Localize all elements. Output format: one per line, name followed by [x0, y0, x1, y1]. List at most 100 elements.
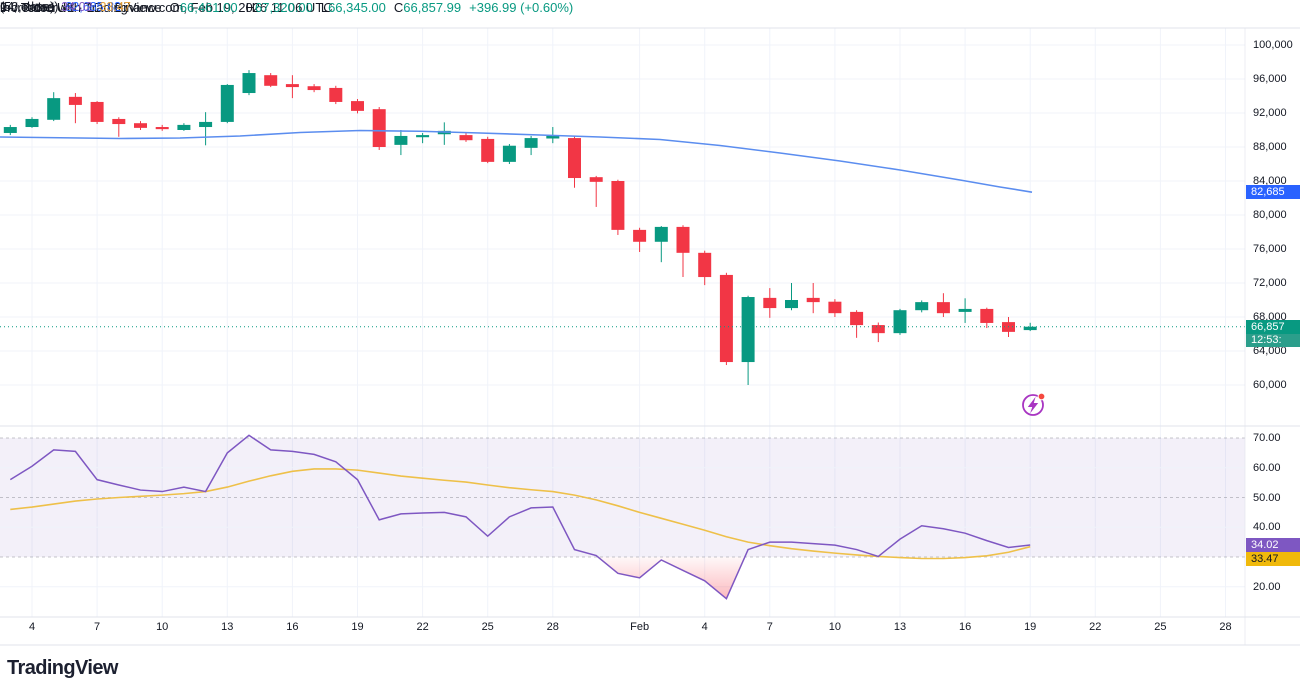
candle — [394, 130, 408, 156]
candle — [719, 272, 733, 366]
candle — [177, 123, 191, 131]
candle — [785, 283, 798, 311]
last-price-value: 66,857 — [1246, 319, 1300, 334]
time-axis-label: 16 — [286, 621, 299, 633]
candle — [502, 144, 516, 164]
candle — [741, 295, 755, 385]
candle — [416, 132, 430, 144]
candle — [893, 308, 907, 335]
ohlc-value: 66,345.00 — [328, 0, 386, 15]
time-axis-label: 13 — [221, 621, 234, 633]
rsi-axis-label: 50.00 — [1253, 491, 1281, 504]
attribution-text: 9 created with TradingView.com, Feb 19, … — [0, 0, 333, 15]
ohlc-key: C — [393, 0, 404, 15]
rsi-value-badge: 34.02 — [1246, 538, 1300, 553]
candle — [307, 84, 321, 93]
candles-layer — [3, 70, 1037, 385]
ohlc-value: 66,461.00 — [179, 0, 238, 15]
rsi-legend-label: 14, close) — [0, 0, 55, 14]
rsi-axis-label: 60.00 — [1253, 461, 1281, 474]
last-price-badge: 66,857 12:53: — [1246, 319, 1300, 347]
time-axis-label: 22 — [1089, 621, 1102, 633]
candle — [285, 75, 299, 99]
time-axis-label: 28 — [1219, 621, 1232, 633]
price-axis-label: 76,000 — [1253, 243, 1287, 255]
time-axis-label: 10 — [828, 621, 842, 633]
rsi-band — [0, 438, 1245, 557]
time-axis-label: 4 — [701, 621, 708, 633]
rsi-legend[interactable]: 14, close) 34.02 33.47 — [0, 0, 131, 14]
time-axis-label: 7 — [94, 621, 101, 633]
time-axis-label: 7 — [766, 621, 773, 633]
candle — [90, 101, 104, 125]
ma50-legend-label: (50, close) — [0, 0, 59, 14]
ma50-legend-value: 82,685.82 — [65, 0, 121, 14]
candle — [568, 135, 581, 188]
ohlc-value: 66,857.99 — [403, 0, 462, 15]
price-axis-label: 88,000 — [1253, 141, 1287, 153]
candle — [47, 92, 61, 122]
candle — [242, 70, 256, 96]
candle — [112, 117, 126, 137]
time-axis-label: 4 — [28, 621, 36, 633]
price-axis-label: 72,000 — [1253, 277, 1287, 289]
bar-countdown: 12:53: — [1246, 333, 1300, 347]
candle — [915, 300, 929, 313]
candle — [871, 322, 885, 343]
time-axis-label: 28 — [546, 621, 559, 633]
candle — [980, 307, 994, 329]
candle — [676, 225, 690, 278]
ma50-line — [0, 129, 1033, 193]
candle — [25, 117, 39, 128]
symbol-legend[interactable]: in / TetherUS · 1D · Binance O66,461.00 H6… — [0, 0, 573, 15]
candle — [481, 136, 495, 164]
price-axis-label: 64,000 — [1253, 345, 1287, 357]
time-axis-label: 25 — [481, 621, 494, 633]
candle — [828, 299, 842, 317]
time-axis-label: Feb — [630, 621, 650, 633]
ohlc-key: L — [320, 0, 329, 15]
candle — [134, 121, 147, 130]
price-axis-label: 100,000 — [1253, 39, 1293, 51]
rsi-axis-label: 20.00 — [1253, 580, 1281, 593]
candle — [459, 132, 473, 142]
candle — [372, 107, 386, 150]
candle — [806, 283, 820, 314]
candle — [850, 310, 864, 338]
price-axis-label: 84,000 — [1253, 175, 1287, 187]
price-axis-label: 80,000 — [1253, 209, 1287, 221]
rsi-gridlines — [0, 467, 1245, 588]
price-axis-label: 92,000 — [1253, 107, 1287, 119]
candle — [698, 250, 712, 286]
time-axis-label: 19 — [1024, 621, 1037, 633]
candle — [611, 179, 625, 235]
ma50-legend[interactable]: (50, close) 82,685.82 — [0, 0, 121, 14]
candle — [68, 93, 82, 124]
ohlc-key: H — [245, 0, 255, 15]
time-axis-label: 19 — [351, 621, 364, 633]
rsi-legend-value: 34.02 — [61, 0, 93, 14]
ohlc-value: 67,320.00 — [254, 0, 313, 15]
ma50-price-badge: 82,685 — [1246, 185, 1300, 200]
rsi-ma-line — [10, 468, 1031, 560]
price-axis-label: 96,000 — [1253, 73, 1287, 85]
time-axis-label: 10 — [156, 621, 169, 633]
candle — [654, 226, 668, 263]
candle — [329, 85, 343, 105]
rsi-axis-label: 40.00 — [1253, 521, 1281, 534]
rsi-axis-label: 70.00 — [1253, 432, 1281, 444]
candle — [220, 84, 234, 124]
tradingview-logo[interactable]: TradingView — [7, 657, 118, 679]
candle — [936, 293, 950, 317]
rsi-oversold-fill — [598, 557, 745, 599]
lightning-event-icon[interactable] — [1022, 392, 1046, 416]
candle — [264, 73, 278, 88]
candle — [763, 288, 777, 318]
time-axis-label: 13 — [893, 621, 907, 633]
candle — [1023, 322, 1037, 332]
change-value: +396.99 (+0.60%) — [469, 0, 574, 15]
time-axis-label: 22 — [416, 621, 429, 633]
symbol-title: in / TetherUS · 1D · Binance — [0, 0, 162, 15]
